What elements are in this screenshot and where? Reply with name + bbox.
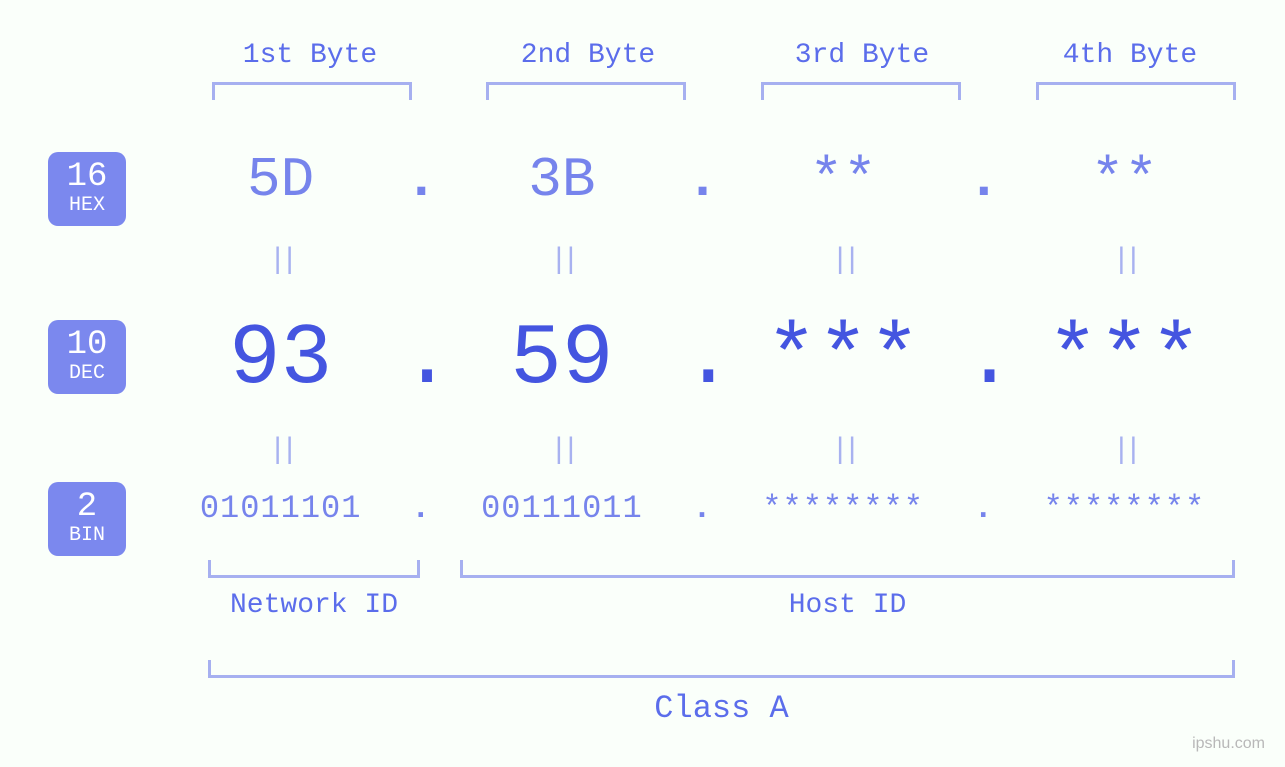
eq-2-2: ||	[441, 434, 682, 468]
hex-row: 5D . 3B . ** . **	[160, 148, 1245, 212]
hex-byte-1: 5D	[160, 148, 401, 212]
ip-diagram: 1st Byte 2nd Byte 3rd Byte 4th Byte 16 H…	[0, 0, 1285, 767]
top-bracket-3	[761, 82, 961, 100]
top-bracket-4	[1036, 82, 1236, 100]
dec-byte-4: ***	[1004, 310, 1245, 408]
network-bracket	[208, 560, 420, 578]
hex-dot-1: .	[401, 148, 441, 212]
host-bracket	[460, 560, 1235, 578]
dec-dot-2: .	[683, 310, 723, 408]
bin-dot-1: .	[401, 490, 441, 527]
dec-dot-3: .	[964, 310, 1004, 408]
hex-byte-3: **	[723, 148, 964, 212]
bin-row: 01011101 . 00111011 . ******** . *******…	[160, 490, 1245, 527]
bin-dot-3: .	[964, 490, 1004, 527]
badge-hex-name: HEX	[48, 196, 126, 216]
badge-bin-name: BIN	[48, 526, 126, 546]
byte-header-2: 2nd Byte	[458, 40, 718, 71]
badge-dec-base: 10	[48, 328, 126, 362]
hex-dot-2: .	[683, 148, 723, 212]
hex-dot-3: .	[964, 148, 1004, 212]
eq-1-1: ||	[160, 244, 401, 278]
bin-byte-4: ********	[1004, 490, 1245, 527]
dec-byte-3: ***	[723, 310, 964, 408]
byte-header-1: 1st Byte	[180, 40, 440, 71]
bin-byte-2: 00111011	[441, 490, 682, 527]
hex-byte-2: 3B	[441, 148, 682, 212]
badge-bin: 2 BIN	[48, 482, 126, 556]
badge-hex-base: 16	[48, 160, 126, 194]
bin-dot-2: .	[683, 490, 723, 527]
top-bracket-1	[212, 82, 412, 100]
badge-hex: 16 HEX	[48, 152, 126, 226]
class-label: Class A	[208, 690, 1235, 727]
eq-row-2: || || || ||	[160, 434, 1245, 468]
bin-byte-1: 01011101	[160, 490, 401, 527]
dec-byte-2: 59	[441, 310, 682, 408]
hex-byte-4: **	[1004, 148, 1245, 212]
dec-byte-1: 93	[160, 310, 401, 408]
host-label: Host ID	[460, 590, 1235, 621]
eq-1-4: ||	[1004, 244, 1245, 278]
top-bracket-2	[486, 82, 686, 100]
eq-2-4: ||	[1004, 434, 1245, 468]
eq-1-3: ||	[723, 244, 964, 278]
eq-1-2: ||	[441, 244, 682, 278]
dec-dot-1: .	[401, 310, 441, 408]
eq-2-1: ||	[160, 434, 401, 468]
eq-row-1: || || || ||	[160, 244, 1245, 278]
dec-row: 93 . 59 . *** . ***	[160, 310, 1245, 408]
badge-bin-base: 2	[48, 490, 126, 524]
bin-byte-3: ********	[723, 490, 964, 527]
eq-2-3: ||	[723, 434, 964, 468]
network-label: Network ID	[208, 590, 420, 621]
badge-dec-name: DEC	[48, 364, 126, 384]
class-bracket	[208, 660, 1235, 678]
watermark: ipshu.com	[1192, 735, 1265, 753]
byte-header-4: 4th Byte	[1000, 40, 1260, 71]
byte-header-3: 3rd Byte	[732, 40, 992, 71]
badge-dec: 10 DEC	[48, 320, 126, 394]
